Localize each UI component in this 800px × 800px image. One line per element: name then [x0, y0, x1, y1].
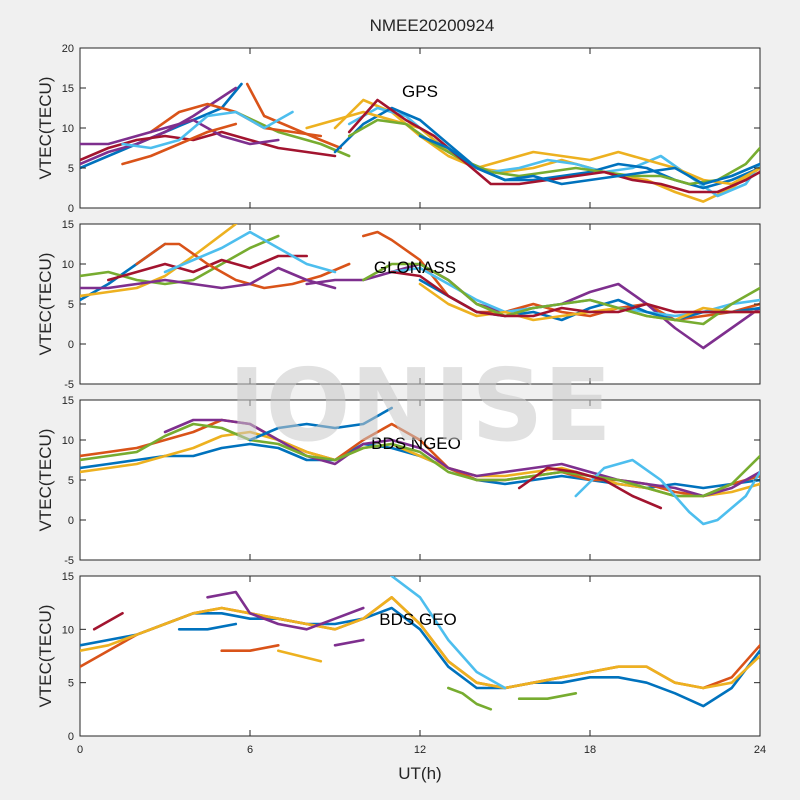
y-tick-label: 5 — [68, 475, 74, 487]
series-line — [517, 466, 663, 510]
x-tick-label: 24 — [754, 744, 766, 756]
series-line — [362, 230, 760, 322]
y-tick-label: 15 — [62, 219, 74, 231]
series-line — [574, 458, 760, 526]
y-axis-label: VTEC(TECU) — [36, 605, 55, 708]
series-line — [163, 418, 760, 498]
series-line — [80, 266, 337, 290]
y-tick-label: 5 — [68, 678, 74, 690]
series-line — [277, 649, 323, 663]
y-tick-label: 10 — [62, 259, 74, 271]
y-axis-label: VTEC(TECU) — [36, 77, 55, 180]
panel-3: 0 5 10 15 0 6 12 18 24 VTEC(TECU) BDS GEO — [36, 571, 766, 756]
series-line — [418, 134, 760, 186]
series-line — [80, 596, 760, 690]
series-line — [333, 638, 365, 647]
x-tick-label: 18 — [584, 744, 596, 756]
series-line — [121, 122, 238, 166]
plot-area — [79, 399, 761, 561]
series-group — [80, 82, 760, 203]
series-line — [163, 230, 337, 274]
y-tick-label: 15 — [62, 83, 74, 95]
series-line — [390, 270, 760, 318]
series-line — [347, 118, 760, 186]
y-tick-label: 0 — [68, 203, 74, 215]
y-tick-label: -5 — [64, 379, 74, 391]
series-line — [177, 622, 238, 631]
panel-label: BDS GEO — [379, 610, 456, 629]
series-group — [80, 224, 760, 350]
y-tick-label: 10 — [62, 624, 74, 636]
series-line — [121, 110, 294, 150]
y-tick-label: 10 — [62, 435, 74, 447]
y-tick-label: -5 — [64, 555, 74, 567]
y-tick-label: 15 — [62, 571, 74, 583]
panel-label: GLONASS — [374, 258, 456, 277]
series-group — [80, 406, 760, 526]
x-axis-label: UT(h) — [398, 764, 441, 783]
y-tick-label: 0 — [68, 731, 74, 743]
y-tick-label: 5 — [68, 163, 74, 175]
y-tick-label: 0 — [68, 515, 74, 527]
series-line — [80, 118, 280, 146]
panel-1: -5 0 5 10 15 VTEC(TECU) GLONASS — [36, 219, 761, 391]
series-line — [248, 406, 393, 442]
series-line — [517, 692, 578, 700]
series-line — [135, 242, 351, 290]
y-axis-label: VTEC(TECU) — [36, 253, 55, 356]
series-line — [206, 590, 365, 631]
series-line — [362, 262, 760, 326]
y-tick-label: 10 — [62, 123, 74, 135]
series-line — [245, 82, 342, 150]
series-line — [107, 254, 308, 282]
y-tick-label: 5 — [68, 299, 74, 311]
panel-2: -5 0 5 10 15 VTEC(TECU) BDS NGEO — [36, 395, 761, 567]
panel-0: 0 5 10 15 20 VTEC(TECU) GPS — [36, 43, 761, 215]
x-tick-label: 0 — [77, 744, 83, 756]
series-line — [92, 612, 124, 631]
series-line — [347, 98, 760, 194]
panels: 0 5 10 15 20 VTEC(TECU) GPS -5 0 5 10 15 VTEC(TECU) G… — [36, 43, 766, 756]
panel-label: BDS NGEO — [371, 434, 461, 453]
series-line — [80, 422, 760, 498]
series-line — [220, 644, 280, 652]
y-tick-label: 0 — [68, 339, 74, 351]
series-group — [80, 576, 760, 711]
x-tick-label: 12 — [414, 744, 426, 756]
x-tick-label: 6 — [247, 744, 253, 756]
y-tick-label: 20 — [62, 43, 74, 55]
panel-label: GPS — [402, 82, 438, 101]
series-line — [390, 576, 507, 690]
series-line — [234, 110, 351, 158]
series-line — [447, 686, 493, 711]
watermark-text: IONISE — [228, 347, 611, 464]
y-axis-label: VTEC(TECU) — [36, 429, 55, 532]
chart-title: NMEE20200924 — [370, 16, 495, 35]
y-tick-label: 15 — [62, 395, 74, 407]
plot-area — [79, 575, 761, 737]
